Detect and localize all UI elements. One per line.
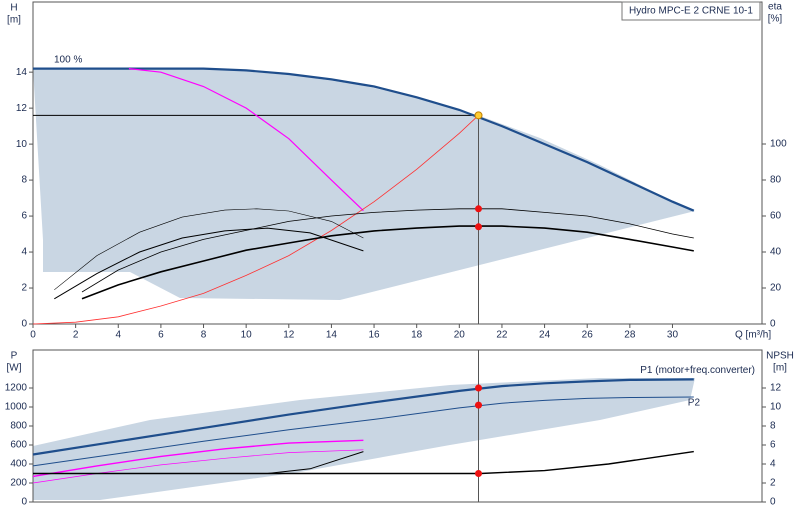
y2-tick-label: 20 (770, 283, 782, 294)
title-box (621, 1, 761, 21)
duty-point (475, 223, 482, 231)
curve (128, 68, 364, 212)
y-tick-label: 2 (21, 283, 27, 294)
x-tick-label: 16 (368, 330, 380, 341)
x-tick-label: 6 (158, 330, 164, 341)
x-tick-label: 2 (73, 330, 79, 341)
head-panel: H [m] eta [%] Q [m³/h] 100 % Hydro MPC-E… (7, 1, 787, 341)
y-tick-label: 1200 (5, 383, 28, 394)
x-tick-label: 0 (30, 330, 36, 341)
y-tick-label: 0 (21, 319, 27, 330)
x-tick-label: 4 (115, 330, 121, 341)
operating-range (33, 378, 695, 500)
x-tick-label: 26 (582, 330, 594, 341)
y2-tick-label: 4 (770, 459, 776, 470)
y2-tick-label: 2 (770, 478, 776, 489)
y-tick-label: 1000 (5, 402, 28, 413)
curve (32, 449, 364, 484)
y2-tick-label: 0 (770, 497, 776, 508)
y2-label: eta (768, 2, 782, 13)
curve (267, 451, 364, 474)
x-tick-label: 20 (454, 330, 466, 341)
x-tick-label: 30 (667, 330, 679, 341)
y2-unit: [m] (773, 363, 787, 374)
curve (81, 208, 694, 293)
y2-tick-label: 40 (770, 247, 782, 258)
operating-range (33, 68, 695, 300)
curve (32, 439, 364, 478)
curve (54, 227, 364, 300)
y2-tick-label: 12 (770, 383, 782, 394)
curve (32, 396, 694, 467)
duty-point (475, 384, 482, 392)
y2-label: NPSH (766, 351, 794, 362)
y-tick-label: 4 (21, 247, 27, 258)
y-tick-label: 12 (16, 103, 28, 114)
curve (81, 225, 694, 300)
x-tick-label: 14 (326, 330, 338, 341)
duty-point (475, 401, 482, 409)
x-tick-label: 10 (241, 330, 253, 341)
y-tick-label: 8 (21, 175, 27, 186)
y2-unit: [%] (768, 14, 783, 25)
duty-point (474, 111, 483, 120)
duty-point (475, 205, 482, 213)
curve (32, 115, 479, 325)
x-tick-label: 8 (201, 330, 207, 341)
y-tick-label: 800 (10, 421, 27, 432)
series-label: P2 (688, 398, 701, 409)
y-tick-label: 200 (10, 478, 27, 489)
y2-tick-label: 0 (770, 319, 776, 330)
y-unit: [W] (7, 363, 22, 374)
x-tick-label: 28 (624, 330, 636, 341)
y-label: P (11, 351, 18, 362)
y-tick-label: 600 (10, 440, 27, 451)
y-tick-label: 10 (16, 139, 28, 150)
curve (32, 378, 694, 456)
y2-tick-label: 60 (770, 211, 782, 222)
y2-tick-label: 8 (770, 421, 776, 432)
y2-tick-label: 10 (770, 402, 782, 413)
y-tick-label: 14 (16, 67, 28, 78)
curve (54, 208, 364, 291)
x-tick-label: 12 (283, 330, 295, 341)
y-tick-label: 0 (21, 497, 27, 508)
power-panel: P [W] NPSH [m] 0 200 400 600 800 1000 1200 0 2 4 6… (5, 349, 794, 508)
x-tick-label: 24 (539, 330, 551, 341)
plot-frame (32, 1, 763, 325)
y2-tick-label: 100 (770, 139, 787, 150)
y2-tick-label: 6 (770, 440, 776, 451)
annotation: 100 % (54, 55, 82, 66)
duty-point (475, 470, 482, 477)
series-label: P1 (motor+freq.converter) (640, 365, 755, 376)
y-tick-label: 6 (21, 211, 27, 222)
y2-tick-label: 80 (770, 175, 782, 186)
y-label: H (10, 3, 17, 14)
curve (33, 67, 695, 212)
y-tick-label: 400 (10, 459, 27, 470)
x-tick-label: 22 (496, 330, 508, 341)
curve (33, 450, 694, 475)
x-label: Q [m³/h] (735, 330, 771, 341)
x-tick-label: 18 (411, 330, 423, 341)
chart-title: Hydro MPC-E 2 CRNE 10-1 (629, 6, 753, 17)
y-unit: [m] (7, 15, 21, 26)
